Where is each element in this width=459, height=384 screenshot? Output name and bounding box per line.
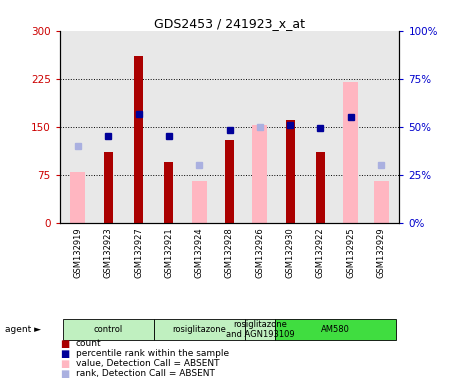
- Text: ■: ■: [60, 349, 69, 359]
- Text: AM580: AM580: [321, 325, 350, 334]
- Text: rosiglitazone
and AGN193109: rosiglitazone and AGN193109: [225, 319, 294, 339]
- Bar: [316, 152, 325, 223]
- Bar: [225, 139, 234, 223]
- Title: GDS2453 / 241923_x_at: GDS2453 / 241923_x_at: [154, 17, 305, 30]
- Bar: [70, 172, 85, 223]
- Bar: [134, 56, 143, 223]
- Bar: [164, 162, 174, 223]
- Bar: [104, 152, 113, 223]
- Text: count: count: [76, 339, 101, 348]
- Text: ■: ■: [60, 369, 69, 379]
- Text: rosiglitazone: rosiglitazone: [172, 325, 226, 334]
- Bar: [285, 120, 295, 223]
- Text: control: control: [94, 325, 123, 334]
- Bar: [343, 82, 358, 223]
- Text: value, Detection Call = ABSENT: value, Detection Call = ABSENT: [76, 359, 219, 368]
- Bar: [191, 181, 207, 223]
- Bar: [252, 126, 268, 223]
- Text: percentile rank within the sample: percentile rank within the sample: [76, 349, 229, 358]
- Text: rank, Detection Call = ABSENT: rank, Detection Call = ABSENT: [76, 369, 215, 378]
- Bar: [374, 181, 389, 223]
- Text: ■: ■: [60, 359, 69, 369]
- Text: ■: ■: [60, 339, 69, 349]
- Text: agent ►: agent ►: [5, 325, 40, 334]
